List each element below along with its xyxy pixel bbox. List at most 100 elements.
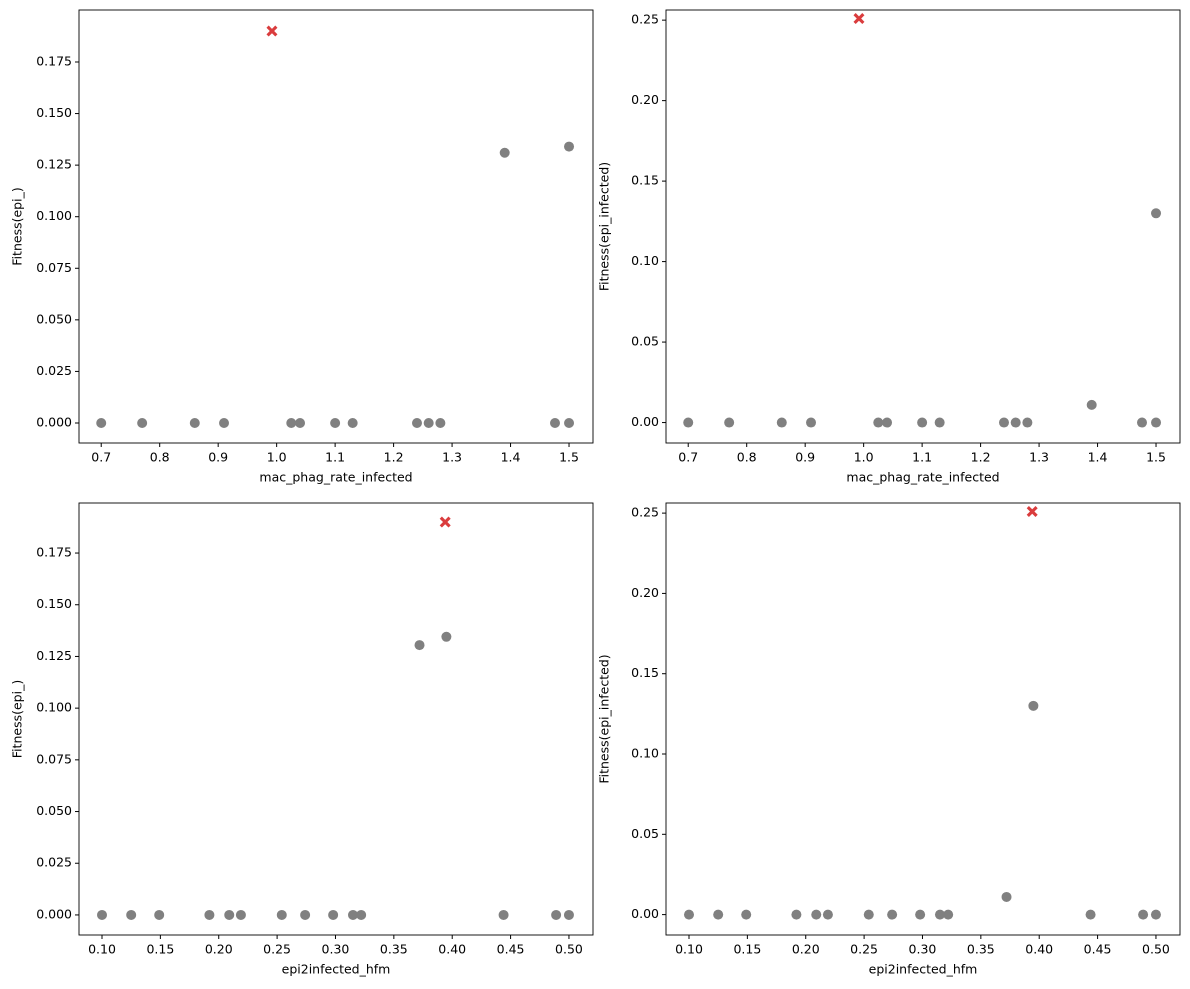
point xyxy=(441,631,452,642)
x-tick-label: 1.5 xyxy=(1146,450,1166,465)
y-tick-label: 0.050 xyxy=(36,311,72,326)
subplot: 0.7 0.8 0.9 1.0 1.1 1.2 1.3 1.4 1.5 0.00 0.05 0.10 0… xyxy=(597,9,1181,485)
x-tick-label: 1.1 xyxy=(325,450,345,465)
point xyxy=(863,909,874,920)
point xyxy=(235,909,246,920)
axes-frame xyxy=(665,502,1181,936)
point xyxy=(943,909,954,920)
axes-frame xyxy=(78,9,594,444)
y-tick-label: 0.000 xyxy=(36,414,72,429)
subplot: 0.10 0.15 0.20 0.25 0.30 0.35 0.40 0.45 0.50 0.00… xyxy=(10,502,594,977)
x-tick-label: 0.10 xyxy=(675,942,703,957)
x-tick-label: 0.8 xyxy=(150,450,170,465)
point xyxy=(563,909,574,920)
y-tick-label: 0.25 xyxy=(631,12,659,27)
x-tick-label: 0.30 xyxy=(322,942,350,957)
point xyxy=(822,909,833,920)
point xyxy=(1138,909,1149,920)
point xyxy=(154,909,165,920)
point xyxy=(435,417,446,428)
x-tick-label: 0.20 xyxy=(205,942,233,957)
point xyxy=(806,417,817,428)
y-tick-label: 0.20 xyxy=(631,585,659,600)
x-tick-label: 0.25 xyxy=(263,942,291,957)
point xyxy=(498,909,509,920)
point xyxy=(347,417,358,428)
y-tick-label: 0.150 xyxy=(36,105,72,120)
x-tick-label: 1.0 xyxy=(267,450,287,465)
point xyxy=(915,909,926,920)
y-tick-label: 0.10 xyxy=(631,746,659,761)
y-axis-label: Fitness(epi_) xyxy=(10,187,25,265)
y-tick-label: 0.00 xyxy=(631,906,659,921)
point xyxy=(776,417,787,428)
y-tick-label: 0.175 xyxy=(36,53,72,68)
x-axis-label: epi2infected_hfm xyxy=(869,962,978,977)
point xyxy=(549,417,560,428)
point xyxy=(499,147,510,158)
point xyxy=(564,417,575,428)
y-tick-label: 0.15 xyxy=(631,665,659,680)
y-tick-label: 0.05 xyxy=(631,334,659,349)
point xyxy=(934,417,945,428)
x-tick-label: 0.35 xyxy=(380,942,408,957)
y-axis-label: Fitness(epi_) xyxy=(10,680,25,758)
point xyxy=(286,417,297,428)
point xyxy=(224,909,235,920)
point xyxy=(724,417,735,428)
point xyxy=(1150,909,1161,920)
point xyxy=(934,909,945,920)
x-tick-label: 1.1 xyxy=(912,450,932,465)
point xyxy=(411,417,422,428)
x-tick-label: 0.15 xyxy=(146,942,174,957)
point xyxy=(295,417,306,428)
y-tick-label: 0.000 xyxy=(36,906,72,921)
subplot: 0.10 0.15 0.20 0.25 0.30 0.35 0.40 0.45 0.50 0.00… xyxy=(597,502,1181,977)
x-tick-label: 1.3 xyxy=(1029,450,1049,465)
x-tick-label: 0.15 xyxy=(733,942,761,957)
x-tick-label: 1.2 xyxy=(971,450,991,465)
x-tick-label: 1.4 xyxy=(1088,450,1108,465)
y-tick-label: 0.150 xyxy=(36,596,72,611)
point xyxy=(96,909,107,920)
x-tick-label: 1.0 xyxy=(854,450,874,465)
x-tick-label: 1.2 xyxy=(384,450,404,465)
point xyxy=(683,417,694,428)
y-tick-label: 0.05 xyxy=(631,826,659,841)
y-tick-label: 0.050 xyxy=(36,803,72,818)
x-tick-label: 0.45 xyxy=(1084,942,1112,957)
point xyxy=(791,909,802,920)
point xyxy=(998,417,1009,428)
best-marker xyxy=(1026,506,1038,518)
best-marker xyxy=(439,516,451,528)
point xyxy=(300,909,311,920)
x-tick-label: 0.50 xyxy=(1142,942,1170,957)
point xyxy=(1028,700,1039,711)
y-tick-label: 0.15 xyxy=(631,173,659,188)
y-axis-label: Fitness(epi_infected) xyxy=(597,162,612,291)
point xyxy=(811,909,822,920)
y-tick-label: 0.125 xyxy=(36,648,72,663)
point xyxy=(1001,891,1012,902)
point xyxy=(1086,399,1097,410)
point xyxy=(219,417,230,428)
y-tick-label: 0.075 xyxy=(36,260,72,275)
point xyxy=(356,909,367,920)
best-marker xyxy=(266,25,278,37)
axes-frame xyxy=(665,9,1181,444)
point xyxy=(741,909,752,920)
y-tick-label: 0.025 xyxy=(36,855,72,870)
point xyxy=(713,909,724,920)
point xyxy=(96,417,107,428)
y-tick-label: 0.10 xyxy=(631,253,659,268)
x-tick-label: 0.9 xyxy=(795,450,815,465)
point xyxy=(1010,417,1021,428)
point xyxy=(189,417,200,428)
point xyxy=(887,909,898,920)
y-tick-label: 0.075 xyxy=(36,751,72,766)
y-tick-label: 0.100 xyxy=(36,700,72,715)
y-tick-label: 0.20 xyxy=(631,92,659,107)
x-tick-label: 1.3 xyxy=(442,450,462,465)
point xyxy=(1151,417,1162,428)
x-tick-label: 0.20 xyxy=(792,942,820,957)
